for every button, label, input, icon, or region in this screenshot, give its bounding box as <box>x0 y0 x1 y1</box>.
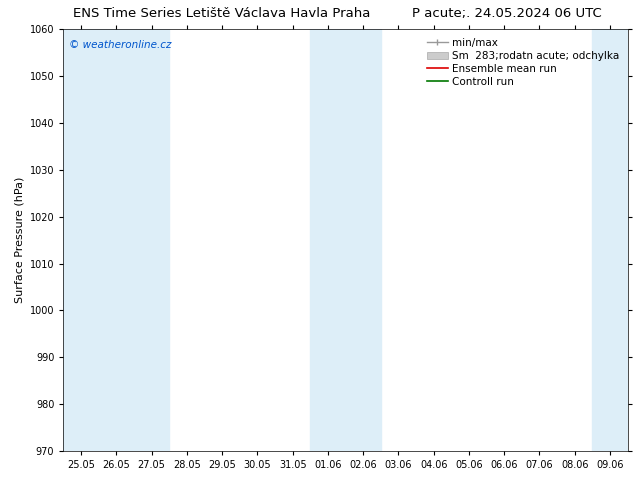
Text: © weatheronline.cz: © weatheronline.cz <box>69 40 172 50</box>
Bar <box>592 29 628 451</box>
Text: P acute;. 24.05.2024 06 UTC: P acute;. 24.05.2024 06 UTC <box>412 7 602 21</box>
Y-axis label: Surface Pressure (hPa): Surface Pressure (hPa) <box>14 177 24 303</box>
Text: ENS Time Series Letiště Václava Havla Praha: ENS Time Series Letiště Václava Havla Pr… <box>73 7 371 21</box>
Legend: min/max, Sm  283;rodatn acute; odchylka, Ensemble mean run, Controll run: min/max, Sm 283;rodatn acute; odchylka, … <box>424 35 623 90</box>
Bar <box>310 29 381 451</box>
Bar <box>99 29 169 451</box>
Bar <box>63 29 99 451</box>
